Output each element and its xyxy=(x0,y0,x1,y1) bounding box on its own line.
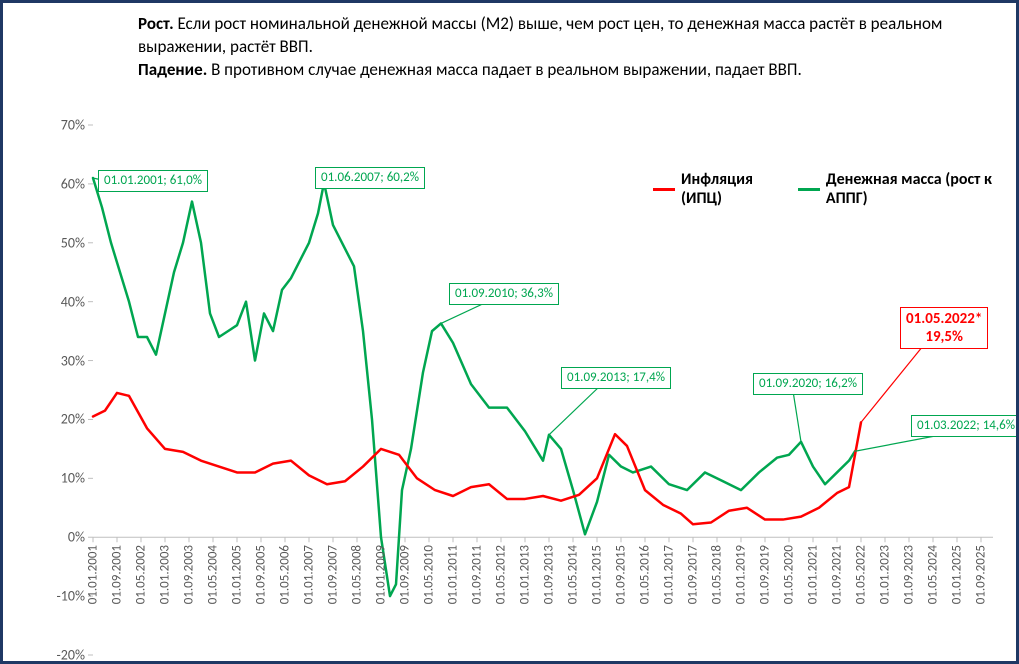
legend-label-money-supply: Денежная масса (рост к АППГ) xyxy=(826,170,993,208)
x-tick-label: 01.01.2017 xyxy=(662,545,677,604)
chart-frame: Рост. Если рост номинальной денежной мас… xyxy=(0,0,1019,664)
x-tick-label: 01.09.2019 xyxy=(758,545,773,604)
y-tick-label: 50% xyxy=(61,234,85,251)
y-tick-label: 10% xyxy=(61,470,85,487)
callout-green: 01.09.2020; 16,2% xyxy=(753,373,863,395)
y-tick-label: 40% xyxy=(61,293,85,310)
x-tick-label: 01.09.2011 xyxy=(470,545,485,604)
legend-item-money-supply: Денежная масса (рост к АППГ) xyxy=(798,170,993,208)
x-tick-label: 01.01.2013 xyxy=(518,545,533,604)
x-tick-label: 01.01.2021 xyxy=(806,545,821,604)
y-tick-label: 30% xyxy=(61,352,85,369)
title-line-2: Падение. В противном случае денежная мас… xyxy=(138,59,948,82)
x-tick-label: 01.05.2018 xyxy=(710,545,725,604)
y-tick-label: 70% xyxy=(61,117,85,134)
title-block: Рост. Если рост номинальной денежной мас… xyxy=(138,13,948,82)
x-tick-label: 01.09.2023 xyxy=(902,545,917,604)
callout-green: 01.06.2007; 60,2% xyxy=(315,167,425,189)
x-tick-label: 01.05.2020 xyxy=(782,545,797,604)
x-tick-label: 01.01.2003 xyxy=(158,545,173,604)
x-tick-label: 01.01.2001 xyxy=(86,545,101,604)
x-tick-label: 01.01.2023 xyxy=(878,545,893,604)
title-line-1: Рост. Если рост номинальной денежной мас… xyxy=(138,13,948,59)
x-tick-label: 01.05.2022 xyxy=(854,545,869,604)
title-line-1-bold: Рост. xyxy=(138,13,174,34)
x-tick-label: 01.05.2014 xyxy=(566,545,581,604)
x-tick-label: 01.05.2012 xyxy=(494,545,509,604)
x-tick-label: 01.09.2003 xyxy=(182,545,197,604)
y-tick-label: -10% xyxy=(57,588,86,605)
x-tick-label: 01.09.2001 xyxy=(110,545,125,604)
legend-label-inflation: Инфляция (ИПЦ) xyxy=(681,170,773,208)
x-tick-label: 01.09.2015 xyxy=(614,545,629,604)
x-tick-label: 01.05.2024 xyxy=(926,545,941,604)
x-tick-label: 01.09.2009 xyxy=(398,545,413,604)
x-tick-label: 01.01.2019 xyxy=(734,545,749,604)
title-line-1-rest: Если рост номинальной денежной массы (М2… xyxy=(138,13,942,57)
x-tick-label: 01.05.2002 xyxy=(134,545,149,604)
y-tick-label: -20% xyxy=(57,647,86,664)
x-tick-label: 01.01.2015 xyxy=(590,545,605,604)
y-tick-label: 20% xyxy=(61,411,85,428)
line-chart: -20%-10%0%10%20%30%40%50%60%70% Инфляция… xyxy=(33,125,1003,655)
y-tick-label: 0% xyxy=(68,529,85,546)
legend-swatch-inflation xyxy=(653,188,675,191)
legend: Инфляция (ИПЦ) Денежная масса (рост к АП… xyxy=(653,170,993,208)
x-tick-label: 01.05.2008 xyxy=(350,545,365,604)
x-tick-label: 01.01.2005 xyxy=(230,545,245,604)
title-line-2-rest: В противном случае денежная масса падает… xyxy=(207,59,802,80)
callout-green: 01.01.2001; 61,0% xyxy=(98,170,208,192)
callout-green: 01.03.2022; 14,6% xyxy=(911,415,1019,437)
callout-green: 01.09.2013; 17,4% xyxy=(561,367,671,389)
x-tick-label: 01.05.2006 xyxy=(278,545,293,604)
x-tick-label: 01.05.2016 xyxy=(638,545,653,604)
callout-red: 01.05.2022*19,5% xyxy=(900,307,988,349)
x-tick-label: 01.01.2009 xyxy=(374,545,389,604)
y-tick-label: 60% xyxy=(61,175,85,192)
x-tick-label: 01.09.2025 xyxy=(974,545,989,604)
y-axis: -20%-10%0%10%20%30%40%50%60%70% xyxy=(33,125,93,655)
x-tick-label: 01.09.2013 xyxy=(542,545,557,604)
x-tick-label: 01.01.2011 xyxy=(446,545,461,604)
callout-green: 01.09.2010; 36,3% xyxy=(449,283,559,305)
x-tick-label: 01.09.2007 xyxy=(326,545,341,604)
x-tick-label: 01.09.2021 xyxy=(830,545,845,604)
x-tick-label: 01.09.2005 xyxy=(254,545,269,604)
x-tick-label: 01.09.2017 xyxy=(686,545,701,604)
x-tick-label: 01.05.2004 xyxy=(206,545,221,604)
x-tick-label: 01.01.2007 xyxy=(302,545,317,604)
title-line-2-bold: Падение. xyxy=(138,59,207,80)
x-tick-label: 01.01.2025 xyxy=(950,545,965,604)
x-tick-label: 01.05.2010 xyxy=(422,545,437,604)
legend-swatch-money-supply xyxy=(798,188,820,191)
legend-item-inflation: Инфляция (ИПЦ) xyxy=(653,170,773,208)
